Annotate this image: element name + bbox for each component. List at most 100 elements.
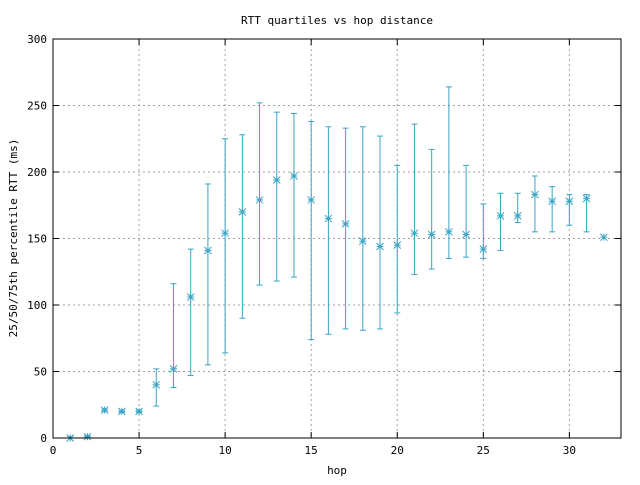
median-point <box>83 432 92 441</box>
grid <box>53 39 621 438</box>
x-tick-label: 20 <box>391 444 404 457</box>
median-point <box>100 406 109 414</box>
y-axis-label: 25/50/75th percentile RTT (ms) <box>7 139 20 338</box>
star-stroke-d2 <box>496 212 505 220</box>
y-tick-label: 150 <box>27 233 47 246</box>
star-stroke-d2 <box>393 241 402 250</box>
median-point <box>462 230 470 239</box>
x-tick-label: 5 <box>136 444 143 457</box>
median-point <box>324 214 333 223</box>
error-bar <box>342 127 349 330</box>
star-stroke-d2 <box>238 208 247 216</box>
star-stroke-d2 <box>83 432 92 441</box>
star-stroke-d2 <box>445 227 453 236</box>
median-point <box>169 364 178 373</box>
median-point <box>255 196 264 204</box>
y-tick-label: 300 <box>27 33 47 46</box>
star-stroke-d2 <box>341 220 350 228</box>
star-stroke-d2 <box>548 197 557 206</box>
median-point <box>376 242 384 251</box>
y-tick-label: 100 <box>27 299 47 312</box>
star-stroke-d2 <box>204 246 212 255</box>
median-point <box>152 380 161 389</box>
star-stroke-d2 <box>410 229 419 238</box>
star-stroke-d2 <box>272 176 281 184</box>
error-bar <box>256 102 263 286</box>
chart-title: RTT quartiles vs hop distance <box>241 14 433 27</box>
error-bar <box>531 175 538 233</box>
median-point <box>307 196 316 204</box>
star-stroke-d2 <box>427 230 436 239</box>
x-axis-label: hop <box>327 464 347 477</box>
median-points <box>66 172 608 442</box>
median-point <box>599 233 608 242</box>
median-point <box>272 176 281 184</box>
error-bar <box>325 126 332 335</box>
y-tick-label: 200 <box>27 166 47 179</box>
error-bar <box>359 126 366 331</box>
error-bar <box>549 186 556 233</box>
star-stroke-d2 <box>582 194 591 203</box>
star-stroke-d2 <box>358 237 367 246</box>
y-tick-label: 0 <box>40 432 47 445</box>
star-stroke-d2 <box>531 190 539 199</box>
error-bar <box>394 164 401 314</box>
median-point <box>531 190 539 199</box>
error-bar <box>290 112 297 278</box>
star-stroke-d2 <box>221 229 229 238</box>
star-stroke-d2 <box>255 196 264 204</box>
error-bar <box>187 248 194 376</box>
x-tick-label: 25 <box>477 444 490 457</box>
star-stroke-d2 <box>152 380 161 389</box>
error-bar <box>463 164 470 258</box>
y-tick-label: 250 <box>27 100 47 113</box>
star-stroke-d2 <box>565 197 574 206</box>
error-bar <box>497 192 504 251</box>
error-bar <box>428 148 435 270</box>
median-point <box>117 407 126 416</box>
star-stroke-d2 <box>479 245 488 253</box>
median-point <box>513 212 522 220</box>
star-stroke-d2 <box>290 172 298 180</box>
y-tick-label: 50 <box>34 366 47 379</box>
x-tick-label: 10 <box>218 444 231 457</box>
error-bar <box>222 138 229 354</box>
median-point <box>393 241 402 250</box>
median-point <box>548 197 557 206</box>
median-point <box>565 197 574 206</box>
median-point <box>238 208 247 216</box>
star-stroke-d2 <box>186 293 195 301</box>
star-stroke-d2 <box>599 233 608 242</box>
star-stroke-d2 <box>135 407 143 416</box>
median-point <box>135 407 143 416</box>
median-point <box>186 293 195 301</box>
star-stroke-d2 <box>513 212 522 220</box>
star-stroke-d2 <box>462 230 470 239</box>
star-stroke-d2 <box>117 407 126 416</box>
error-bar <box>308 120 315 341</box>
median-point <box>410 229 419 238</box>
error-bar <box>273 111 280 282</box>
median-point <box>358 237 367 246</box>
median-point <box>221 229 229 238</box>
axis-ticks: 0 50 100 150 200 250 300 0 5 10 15 20 25 30 <box>27 33 621 457</box>
median-point <box>341 220 350 228</box>
x-tick-label: 15 <box>305 444 318 457</box>
error-bar <box>204 183 211 366</box>
median-point <box>427 230 436 239</box>
star-stroke-d2 <box>100 406 109 414</box>
error-bar <box>239 134 246 319</box>
x-tick-label: 0 <box>50 444 57 457</box>
error-bar <box>377 135 384 330</box>
error-bar <box>411 123 418 275</box>
star-stroke-d2 <box>307 196 316 204</box>
median-point <box>445 227 453 236</box>
median-point <box>479 245 488 253</box>
median-point <box>582 194 591 203</box>
median-point <box>204 246 212 255</box>
median-point <box>290 172 298 180</box>
star-stroke-d2 <box>324 214 333 223</box>
